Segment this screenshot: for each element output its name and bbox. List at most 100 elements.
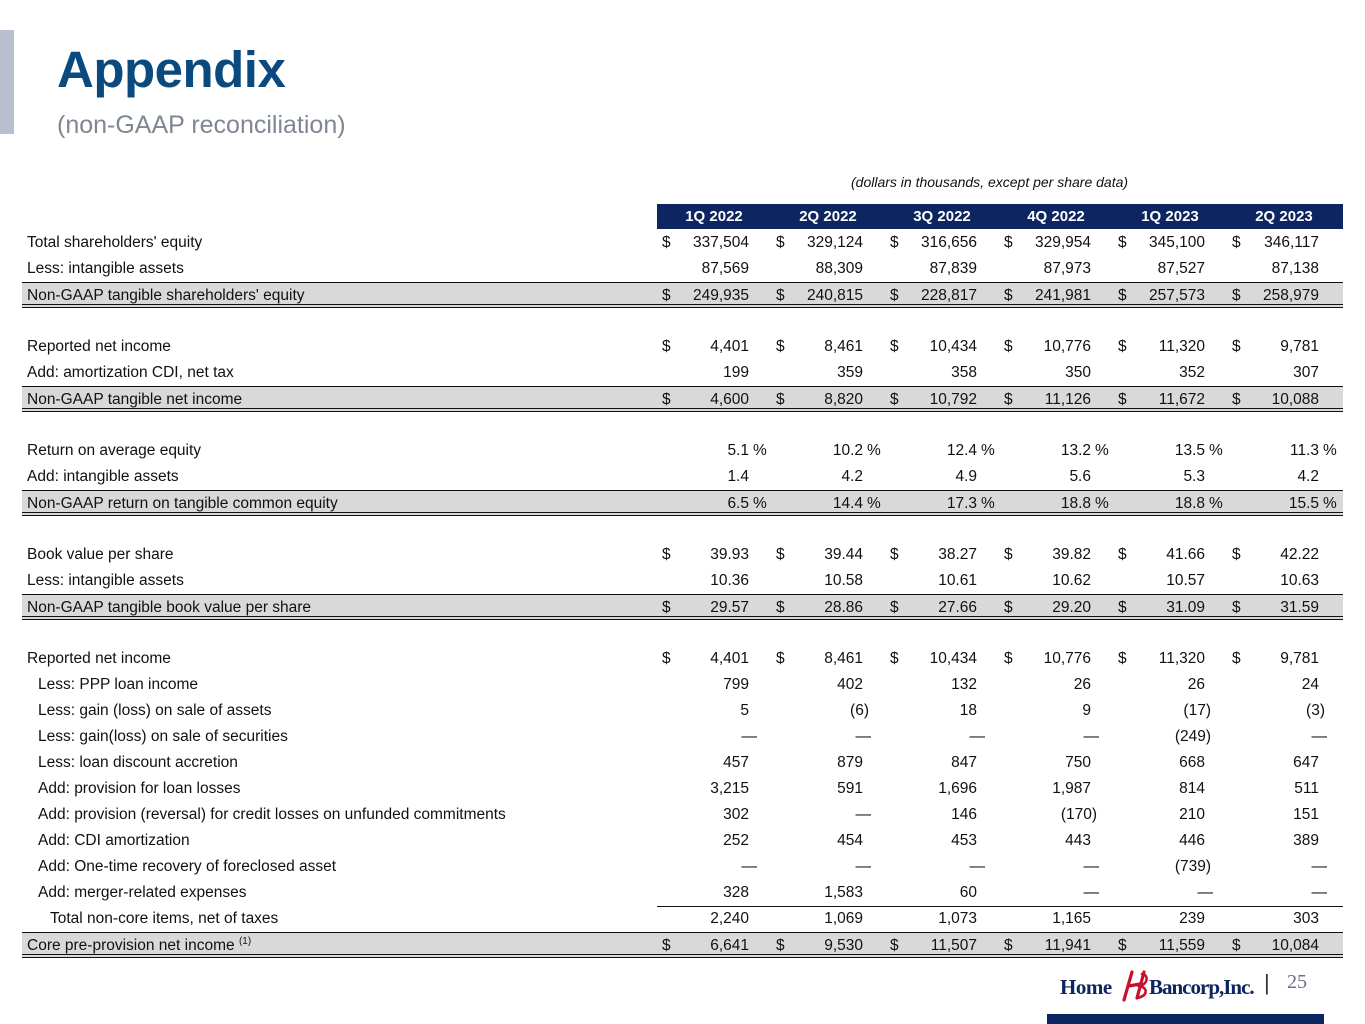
table-cell: 2,240 — [657, 906, 771, 932]
cell-value: 1,073 — [938, 910, 977, 927]
table-cell: 87,569 — [657, 256, 771, 282]
row-label: Add: merger-related expenses — [38, 884, 247, 901]
table-row: Less: intangible assets 87,569 88,309 87,83… — [22, 256, 1343, 282]
table-cell: 14.4% — [771, 491, 885, 512]
table-cell: $345,100 — [1113, 230, 1227, 256]
row-label: Add: provision (reversal) for credit los… — [38, 806, 506, 823]
row-label: Non-GAAP return on tangible common equit… — [27, 495, 338, 512]
table-cell: $11,507 — [885, 933, 999, 954]
cell-value: — — [741, 728, 758, 745]
table-cell: 15.5% — [1227, 491, 1341, 512]
currency-symbol: $ — [1118, 650, 1127, 667]
table-cell: 87,138 — [1227, 256, 1341, 282]
cell-value: 11,320 — [1158, 338, 1205, 355]
currency-symbol: $ — [1232, 546, 1241, 563]
table-cell: $249,935 — [657, 283, 771, 304]
column-header-row: 1Q 2022 2Q 2022 3Q 2022 4Q 2022 1Q 2023 … — [657, 204, 1343, 229]
cell-value: 814 — [1179, 780, 1205, 797]
table-cell: 87,839 — [885, 256, 999, 282]
table-cell: — — [657, 854, 771, 880]
table-cell: $10,088 — [1227, 387, 1341, 408]
table-cell: 199 — [657, 360, 771, 386]
table-cell: 3,215 — [657, 776, 771, 802]
table-cell: 252 — [657, 828, 771, 854]
currency-symbol: $ — [1004, 937, 1013, 954]
table-cell: 10.2% — [771, 438, 885, 464]
percent-sign: % — [1095, 442, 1109, 459]
currency-symbol: $ — [662, 599, 671, 616]
table-cell: (6) — [771, 698, 885, 724]
cell-value: — — [1311, 884, 1328, 901]
table-cell: $41.66 — [1113, 542, 1227, 568]
table-cell: (3) — [1227, 698, 1341, 724]
table-cell: 591 — [771, 776, 885, 802]
cell-value: 402 — [837, 676, 863, 693]
currency-symbol: $ — [890, 546, 899, 563]
cell-value: 350 — [1065, 364, 1091, 381]
cell-value: 303 — [1293, 910, 1319, 927]
currency-symbol: $ — [1004, 338, 1013, 355]
currency-symbol: $ — [662, 287, 671, 304]
cell-value: 31.59 — [1280, 599, 1319, 616]
cell-value: 249,935 — [692, 287, 749, 304]
table-cell: $39.44 — [771, 542, 885, 568]
hb-monogram-icon — [1122, 970, 1148, 1002]
table-row: Return on average equity 5.1% 10.2% 12.4% 13… — [22, 438, 1343, 464]
cell-value: 591 — [837, 780, 863, 797]
table-row: Add: One-time recovery of foreclosed ass… — [22, 854, 1343, 880]
row-label: Core pre-provision net income (1) — [27, 935, 252, 954]
total-row: Core pre-provision net income (1) $6,641 $… — [22, 932, 1343, 958]
cell-value: 24 — [1301, 676, 1319, 693]
cell-value: 5.6 — [1069, 468, 1091, 485]
table-cell: 11.3% — [1227, 438, 1341, 464]
cell-value: 358 — [951, 364, 977, 381]
table-cell: $11,672 — [1113, 387, 1227, 408]
table-cell: 26 — [999, 672, 1113, 698]
table-row: Total non-core items, net of taxes 2,240 1… — [22, 906, 1343, 932]
cell-value: 11,672 — [1158, 391, 1205, 408]
cell-value: 454 — [837, 832, 863, 849]
currency-symbol: $ — [1232, 287, 1241, 304]
currency-symbol: $ — [1118, 391, 1127, 408]
cell-value: (249) — [1174, 728, 1211, 745]
cell-value: 87,973 — [1043, 260, 1091, 277]
cell-value: 4.2 — [841, 468, 863, 485]
table-cell: 307 — [1227, 360, 1341, 386]
table-cell: (249) — [1113, 724, 1227, 750]
table-row: Less: loan discount accretion 457 879 847 75… — [22, 750, 1343, 776]
cell-value: 11,320 — [1158, 650, 1205, 667]
footnote-marker: (1) — [238, 935, 252, 947]
row-label: Add: CDI amortization — [38, 832, 190, 849]
cell-value: 337,504 — [692, 234, 749, 251]
table-cell: 453 — [885, 828, 999, 854]
cell-value: 42.22 — [1280, 546, 1319, 563]
table-cell: 18 — [885, 698, 999, 724]
table-cell: 1.4 — [657, 464, 771, 490]
currency-symbol: $ — [662, 546, 671, 563]
cell-value: 6,641 — [710, 937, 749, 954]
currency-symbol: $ — [662, 234, 671, 251]
cell-value: 11,126 — [1044, 391, 1091, 408]
table-cell: $329,954 — [999, 230, 1113, 256]
table-cell: $11,320 — [1113, 334, 1227, 360]
cell-value: 210 — [1179, 806, 1205, 823]
currency-symbol: $ — [1118, 234, 1127, 251]
cell-value: — — [1083, 728, 1100, 745]
table-cell: $4,401 — [657, 334, 771, 360]
table-cell: 352 — [1113, 360, 1227, 386]
cell-value: 4,600 — [710, 391, 749, 408]
row-label: Add: One-time recovery of foreclosed ass… — [38, 858, 337, 875]
cell-value: — — [1083, 858, 1100, 875]
table-row: Add: provision for loan losses 3,215 591 1,… — [22, 776, 1343, 802]
cell-value: 87,839 — [929, 260, 977, 277]
cell-value: 5.1 — [727, 442, 749, 459]
cell-value: 302 — [723, 806, 749, 823]
cell-value: 11,507 — [930, 937, 977, 954]
table-cell: — — [885, 854, 999, 880]
table-cell: 4.2 — [771, 464, 885, 490]
table-cell: $10,434 — [885, 646, 999, 672]
table-cell: $11,559 — [1113, 933, 1227, 954]
cell-value: 241,981 — [1034, 287, 1091, 304]
table-cell: 454 — [771, 828, 885, 854]
cell-value: 28.86 — [824, 599, 863, 616]
